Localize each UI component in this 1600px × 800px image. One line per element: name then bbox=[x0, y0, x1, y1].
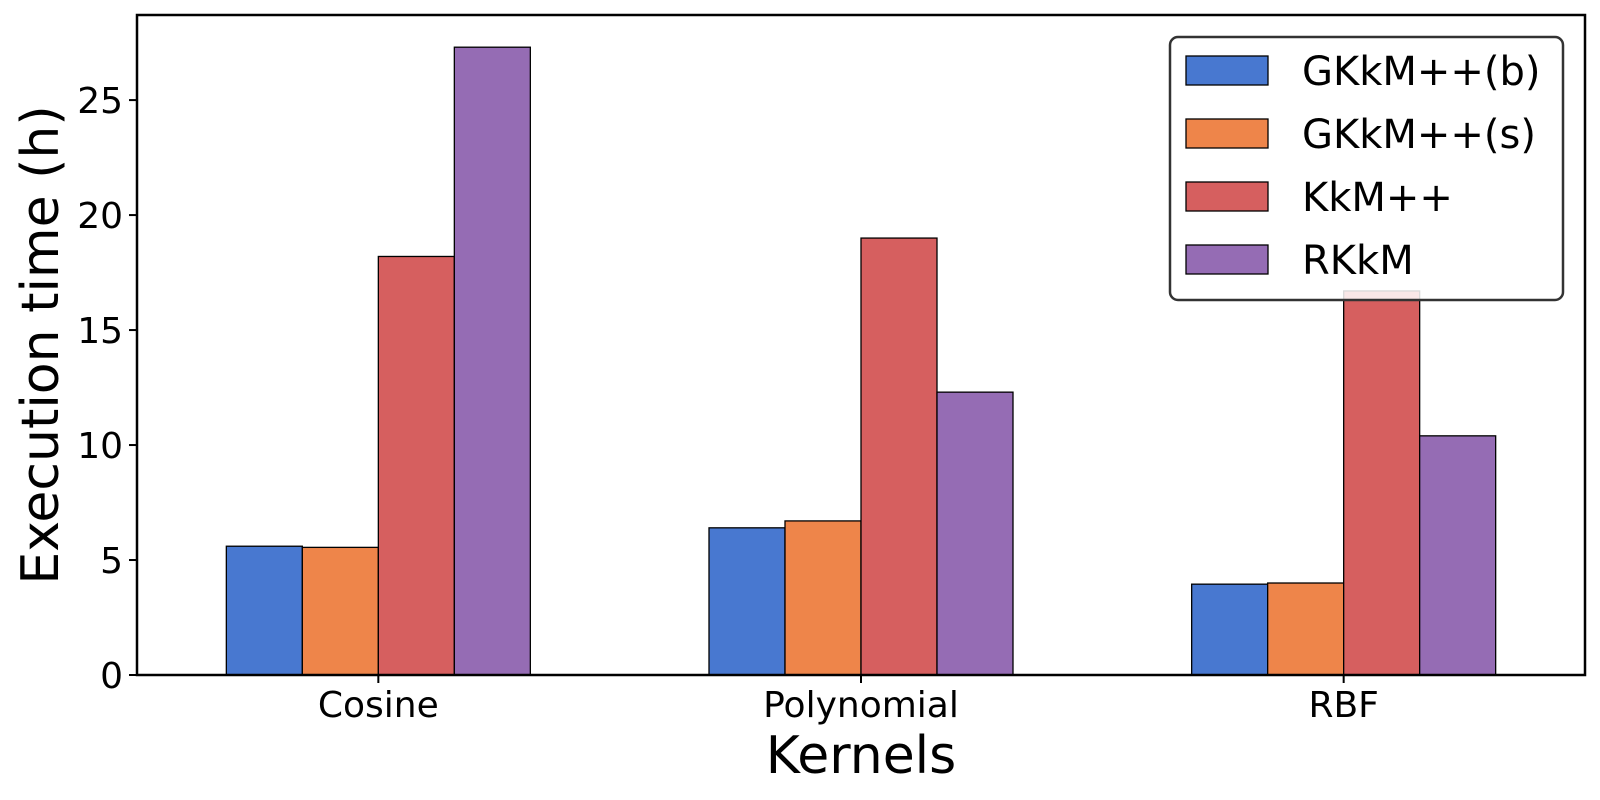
legend: GKkM++(b) GKkM++(s) KkM++ RKkM bbox=[1168, 35, 1565, 302]
y-tick-label: 0 bbox=[100, 656, 123, 697]
bar-polynomial-3 bbox=[860, 237, 938, 676]
legend-swatch bbox=[1185, 244, 1269, 275]
y-axis: 0 5 10 15 20 25 bbox=[77, 81, 137, 697]
bar-cosine-3 bbox=[377, 255, 455, 676]
bar-cosine-4 bbox=[453, 46, 531, 676]
legend-swatch bbox=[1185, 181, 1269, 212]
y-tick-label: 20 bbox=[77, 196, 123, 237]
legend-label: RKkM bbox=[1302, 238, 1414, 284]
bar-cosine-1 bbox=[225, 545, 303, 676]
bars-layer bbox=[225, 46, 1497, 676]
y-tick-label: 15 bbox=[77, 311, 123, 352]
legend-box bbox=[1168, 35, 1565, 302]
bar-polynomial-4 bbox=[936, 391, 1014, 676]
bar-cosine-2 bbox=[301, 546, 379, 676]
legend-swatch bbox=[1185, 55, 1269, 86]
bar-rbf-3 bbox=[1343, 290, 1421, 676]
bar-polynomial-1 bbox=[708, 527, 786, 676]
x-axis: Cosine Polynomial RBF bbox=[318, 675, 1379, 726]
y-tick-label: 5 bbox=[100, 541, 123, 582]
y-tick-label: 25 bbox=[77, 81, 123, 122]
bar-rbf-1 bbox=[1191, 583, 1269, 676]
legend-label: GKkM++(b) bbox=[1302, 49, 1541, 95]
y-tick-label: 10 bbox=[77, 426, 123, 467]
bar-rbf-4 bbox=[1419, 435, 1497, 676]
legend-label: GKkM++(s) bbox=[1302, 112, 1536, 158]
bar-rbf-2 bbox=[1267, 582, 1345, 676]
legend-swatch bbox=[1185, 118, 1269, 149]
x-tick-label: RBF bbox=[1308, 685, 1378, 726]
x-tick-label: Polynomial bbox=[763, 685, 959, 726]
x-axis-title: Kernels bbox=[766, 726, 956, 786]
x-tick-label: Cosine bbox=[318, 685, 439, 726]
y-axis-title: Execution time (h) bbox=[11, 105, 71, 584]
legend-label: KkM++ bbox=[1302, 175, 1453, 221]
bar-polynomial-2 bbox=[784, 520, 862, 676]
